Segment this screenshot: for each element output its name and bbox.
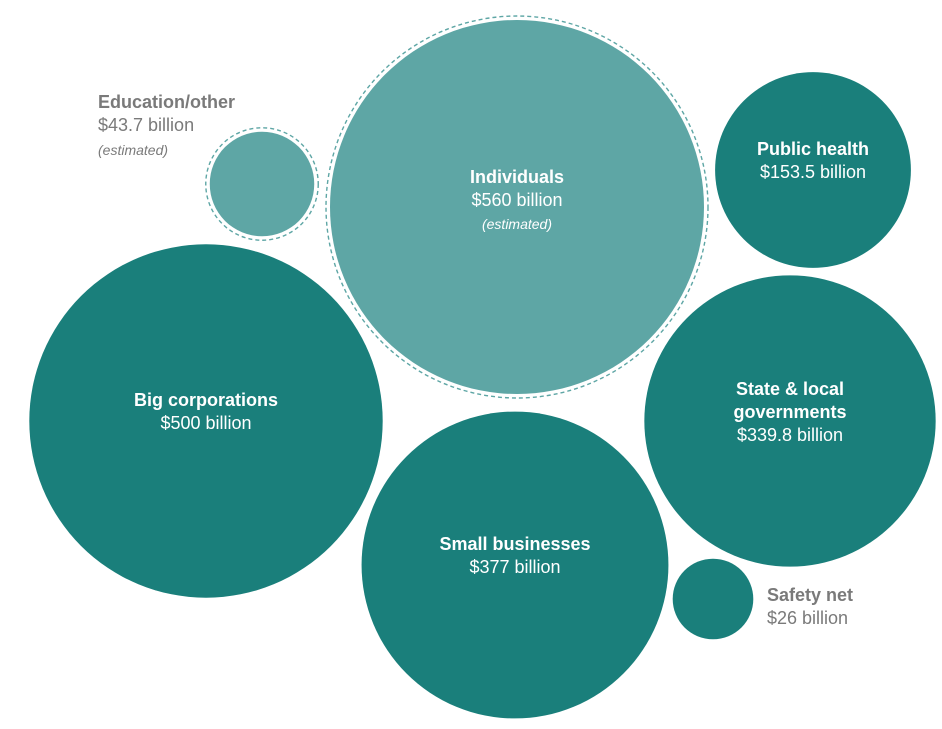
bubble-value-small-businesses: $377 billion	[469, 557, 560, 577]
bubble-circle-safety-net	[672, 558, 754, 640]
bubble-name-individuals: Individuals	[470, 167, 564, 187]
bubble-circle-small-businesses	[361, 411, 669, 719]
bubble-value-state-and-local-governments: $339.8 billion	[737, 425, 843, 445]
bubble-note-individuals: (estimated)	[482, 216, 552, 232]
bubble-value-public-health: $153.5 billion	[760, 162, 866, 182]
bubble-circle-state-and-local-governments	[644, 275, 936, 567]
bubble-note-education-other: (estimated)	[98, 142, 168, 158]
bubble-value-safety-net: $26 billion	[767, 608, 848, 628]
bubble-name-safety-net: Safety net	[767, 585, 853, 605]
bubble-value-big-corporations: $500 billion	[160, 413, 251, 433]
bubble-name-state-and-local-governments-line2: governments	[733, 402, 846, 422]
bubble-big-corporations: Big corporations $500 billion	[29, 244, 383, 598]
bubble-name-education-other: Education/other	[98, 92, 235, 112]
bubble-state-and-local-governments: State & local governments $339.8 billion	[644, 275, 936, 567]
bubble-circle-education-other	[209, 131, 315, 237]
bubble-value-individuals: $560 billion	[471, 190, 562, 210]
bubble-name-big-corporations: Big corporations	[134, 390, 278, 410]
bubble-circle-big-corporations	[29, 244, 383, 598]
bubble-small-businesses: Small businesses $377 billion	[361, 411, 669, 719]
bubble-name-public-health: Public health	[757, 139, 869, 159]
bubble-value-education-other: $43.7 billion	[98, 115, 194, 135]
bubble-circle-public-health	[715, 72, 911, 268]
bubble-circle-individuals	[330, 20, 704, 394]
bubble-public-health: Public health $153.5 billion	[715, 72, 911, 268]
bubble-individuals: Individuals $560 billion (estimated)	[325, 15, 709, 399]
estimate-outline-individuals	[325, 15, 709, 399]
bubble-name-state-and-local-governments-line1: State & local	[736, 379, 844, 399]
estimate-outline-education-other	[205, 127, 319, 241]
bubble-education-other: Education/other $43.7 billion (estimated)	[98, 92, 319, 241]
bubble-name-small-businesses: Small businesses	[439, 534, 590, 554]
bubble-safety-net: Safety net $26 billion	[672, 558, 853, 640]
